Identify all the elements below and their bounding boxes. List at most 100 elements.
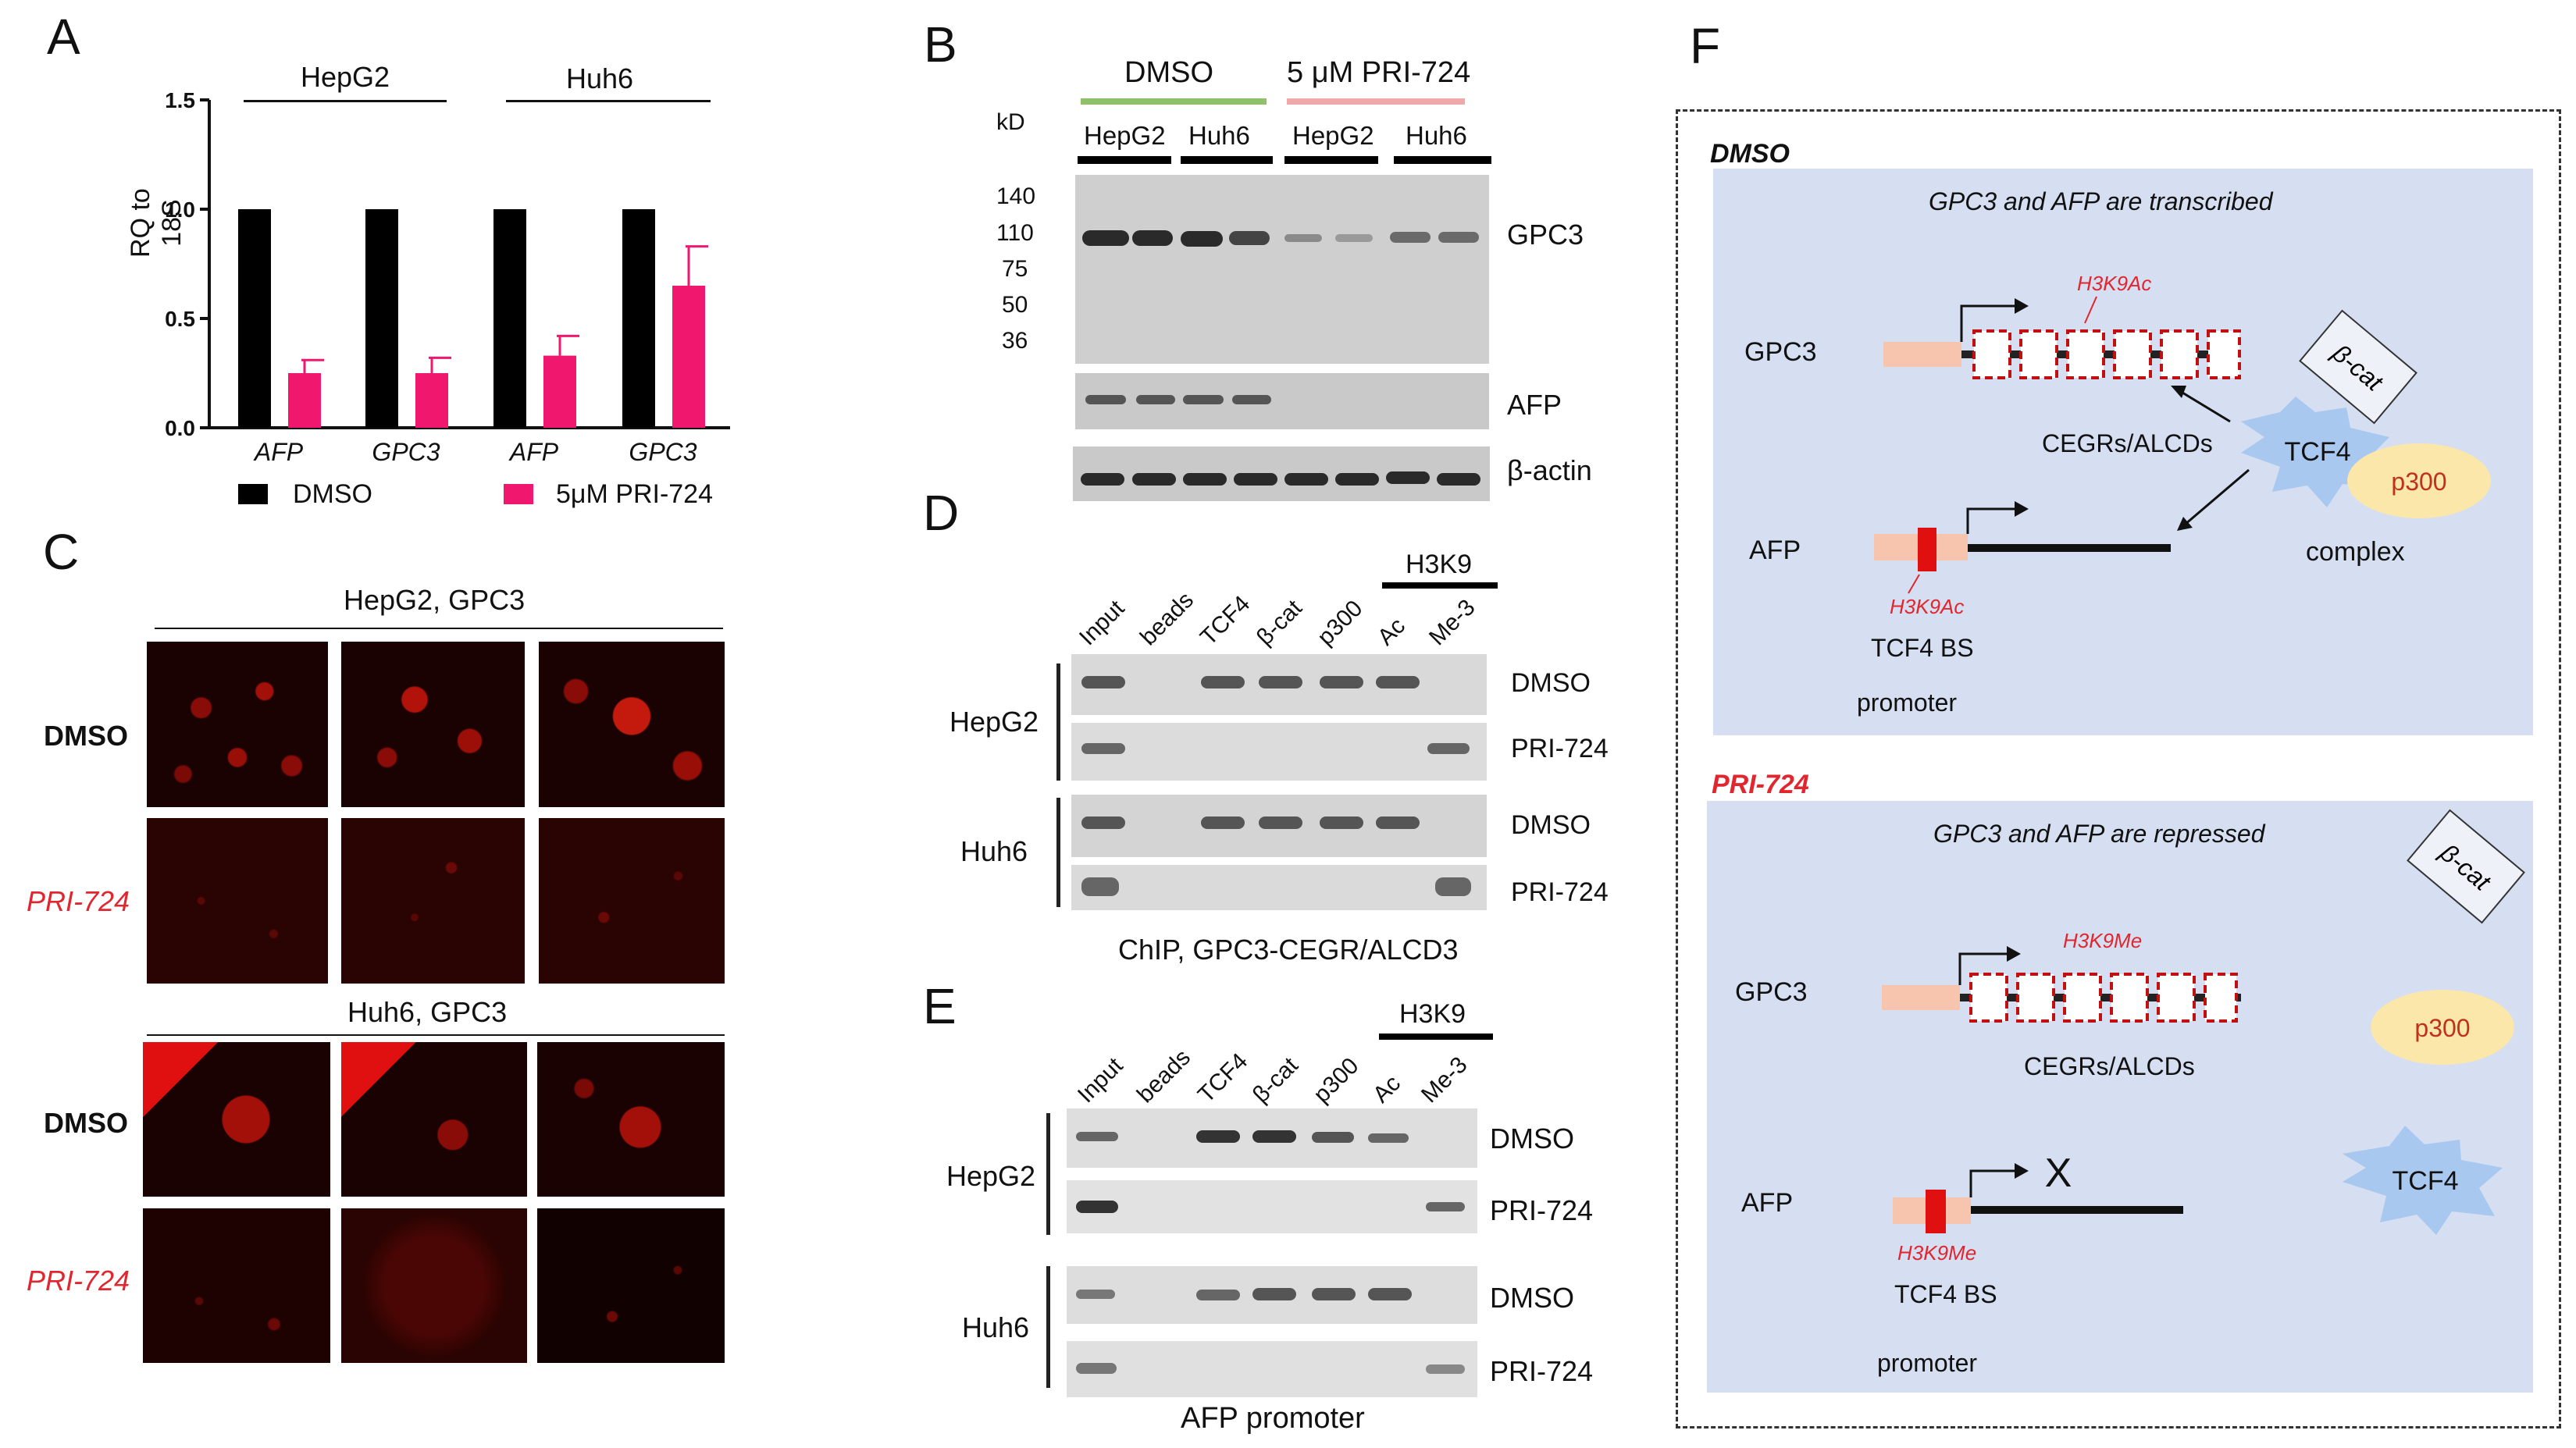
microscopy-image [147, 818, 328, 984]
y-tick-label: 1.5 [165, 88, 195, 112]
band [1085, 395, 1126, 404]
panel-label-a: A [47, 9, 80, 65]
microscopy-image [539, 642, 725, 807]
bar-dmso [365, 209, 398, 428]
gene-label-afp: AFP [1749, 535, 1801, 565]
gene-label-afp-pri: AFP [1741, 1188, 1794, 1218]
arrow-to-gpc3 [2178, 389, 2231, 423]
band [1335, 473, 1379, 486]
gel-hepg2-pri724 [1071, 723, 1487, 781]
band [1259, 817, 1302, 829]
cell-label-hepg2-2: HepG2 [1292, 121, 1374, 150]
gel-e-huh6-pri724 [1067, 1341, 1477, 1397]
caption-e: AFP promoter [1181, 1402, 1365, 1435]
western-blot-gpc3 [1075, 175, 1489, 364]
panel-label-f: F [1690, 18, 1721, 74]
model-frame [1676, 109, 2561, 1428]
row-label: DMSO [1490, 1122, 1574, 1154]
band [1320, 817, 1363, 829]
band [1201, 676, 1245, 688]
group-label-huh6: Huh6 [566, 62, 634, 94]
p300-shape-dmso [2347, 443, 2491, 518]
tss-arrowhead [2007, 946, 2021, 962]
h3k9-bar-e [1379, 1034, 1493, 1040]
band [1368, 1288, 1412, 1300]
band [1136, 395, 1175, 404]
band [1426, 1202, 1465, 1211]
band [1132, 230, 1173, 246]
row-label: PRI-724 [1511, 877, 1609, 907]
caption-d: ChIP, GPC3-CEGR/ALCD3 [1118, 934, 1459, 966]
arrowhead [2171, 386, 2186, 398]
microscopy-title-hepg2: HepG2, GPC3 [344, 584, 526, 616]
tcf4bs-label-dmso: TCF4 BS [1871, 634, 1974, 662]
cell-label-hepg2-e: HepG2 [946, 1160, 1036, 1192]
tcf4-binding-site-pri [1926, 1190, 1946, 1233]
marker-36: 36 [1002, 328, 1028, 354]
cegr-label-pri: CEGRs/ALCDs [2024, 1052, 2195, 1080]
kd-label: kD [996, 109, 1025, 135]
row-label: PRI-724 [1490, 1194, 1594, 1226]
band [1284, 473, 1328, 486]
h3k9-label-d: H3K9 [1406, 550, 1473, 579]
lane-bar-3 [1284, 156, 1378, 164]
row-label-dmso-hepg2: DMSO [44, 720, 128, 752]
cell-label-huh6-2: Huh6 [1406, 121, 1467, 150]
band [1284, 234, 1322, 242]
tss-arrow-afp-pri [1969, 1169, 2015, 1197]
tss-arrow-gpc3 [1960, 304, 2015, 342]
arrowhead [2177, 517, 2193, 531]
band [1437, 473, 1480, 486]
x-category-label: AFP [253, 438, 304, 466]
complex-label: complex [2306, 537, 2405, 567]
arrow-to-afp [2184, 468, 2250, 526]
band [1081, 473, 1124, 486]
band [1426, 1364, 1465, 1374]
band [1259, 676, 1302, 688]
microscopy-image [537, 1042, 725, 1197]
row-label: DMSO [1511, 810, 1591, 840]
bracket-huh6-e [1046, 1266, 1050, 1388]
cegr-elements-pri [1969, 973, 2238, 1023]
cell-label-huh6-1: Huh6 [1188, 121, 1250, 150]
marker-110: 110 [996, 220, 1034, 246]
treatment-label-pri724: 5 μM PRI-724 [1287, 56, 1471, 89]
band [1386, 471, 1430, 484]
band [1076, 1290, 1115, 1299]
band [1390, 232, 1431, 243]
tcf4-label-pri: TCF4 [2393, 1166, 2459, 1196]
legend-swatch-dmso [238, 484, 268, 504]
band [1183, 473, 1227, 486]
tcf4bs-label-pri: TCF4 BS [1894, 1280, 1997, 1308]
cell-label-huh6-e: Huh6 [962, 1311, 1030, 1343]
cegr-elements-dmso [1972, 329, 2241, 379]
tss-arrow-gpc3-pri [1958, 952, 2007, 985]
y-tick-label: 0.5 [165, 307, 195, 331]
bar-pri724 [543, 355, 576, 428]
x-category-label: AFP [508, 438, 559, 466]
band [1312, 1132, 1354, 1143]
band [1132, 473, 1176, 486]
microscopy-image [147, 642, 328, 807]
band [1427, 743, 1470, 754]
band [1201, 817, 1245, 829]
dmso-heading: DMSO [1710, 139, 1790, 169]
tss-arrow-afp [1966, 507, 2015, 534]
title-line [147, 1034, 725, 1036]
microscopy-image [341, 818, 525, 984]
band [1252, 1130, 1296, 1143]
microscopy-image [143, 1042, 330, 1197]
lane-bar-4 [1394, 156, 1491, 164]
microscopy-image [341, 642, 525, 807]
treatment-label-dmso: DMSO [1124, 56, 1213, 89]
pri724-heading: PRI-724 [1712, 770, 1809, 799]
band [1435, 877, 1471, 896]
band [1232, 395, 1271, 404]
bar-dmso [493, 209, 526, 428]
row-label-dmso-huh6: DMSO [44, 1107, 128, 1139]
gpc3-promoter-block-pri [1882, 985, 1960, 1010]
tss-arrowhead [2015, 1163, 2029, 1179]
p300-shape-pri [2371, 990, 2514, 1065]
bcat-box-pri: β-cat [2407, 809, 2525, 924]
microscopy-title-huh6: Huh6, GPC3 [347, 996, 508, 1028]
